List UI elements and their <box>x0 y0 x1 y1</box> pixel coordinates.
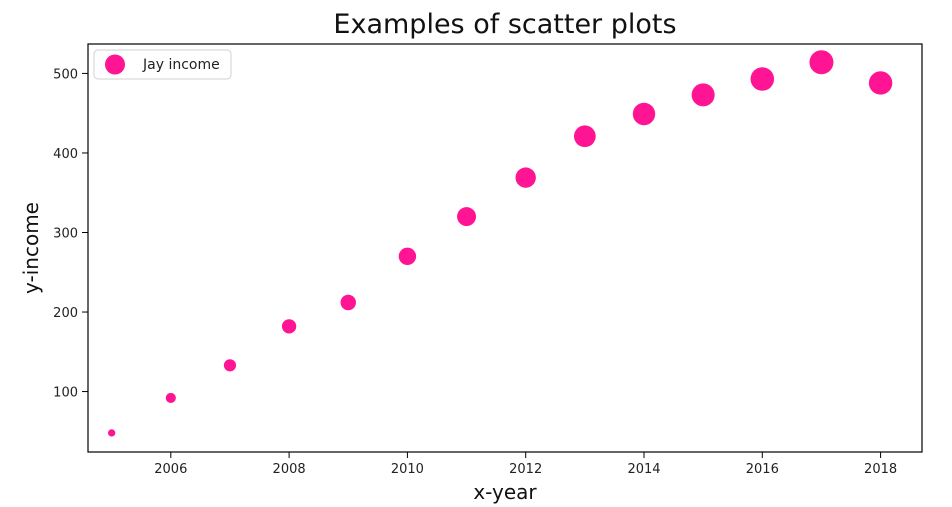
scatter-point <box>398 247 417 266</box>
y-axis-label: y-income <box>19 202 43 294</box>
y-axis: 100 200 300 400 500 <box>53 67 88 401</box>
scatter-point <box>809 50 834 75</box>
scatter-point <box>340 294 356 311</box>
x-tick-label: 2018 <box>864 462 897 477</box>
data-points <box>107 50 893 437</box>
scatter-point <box>165 392 176 403</box>
plot-area: 2006 2008 2010 2012 2014 2016 2018 100 200 300 40… <box>53 43 923 477</box>
x-tick-label: 2010 <box>391 462 424 477</box>
scatter-point <box>750 67 775 91</box>
legend: Jay income <box>93 49 232 80</box>
y-tick-label: 300 <box>53 226 78 241</box>
x-axis-label: x-year <box>473 480 537 504</box>
plot-frame <box>87 43 923 453</box>
x-tick-label: 2012 <box>509 462 542 477</box>
x-tick-label: 2016 <box>746 462 779 477</box>
scatter-point <box>281 319 297 334</box>
legend-label: Jay income <box>142 57 220 73</box>
y-tick-label: 100 <box>53 386 78 401</box>
scatter-point <box>107 429 116 437</box>
scatter-point <box>573 125 596 148</box>
y-tick-label: 200 <box>53 306 78 321</box>
x-tick-label: 2006 <box>154 462 187 477</box>
legend-box <box>93 49 232 80</box>
y-tick-label: 500 <box>53 67 78 82</box>
x-tick-label: 2008 <box>273 462 306 477</box>
scatter-point <box>868 71 893 95</box>
chart-title: Examples of scatter plots <box>333 9 676 40</box>
y-tick-label: 400 <box>53 147 78 162</box>
x-axis: 2006 2008 2010 2012 2014 2016 2018 <box>154 452 897 477</box>
legend-marker <box>105 54 125 75</box>
scatter-point <box>223 359 237 372</box>
scatter-point <box>457 207 477 227</box>
scatter-point <box>632 102 656 126</box>
scatter-point <box>691 83 715 107</box>
scatter-point <box>515 167 536 188</box>
x-tick-label: 2014 <box>627 462 660 477</box>
